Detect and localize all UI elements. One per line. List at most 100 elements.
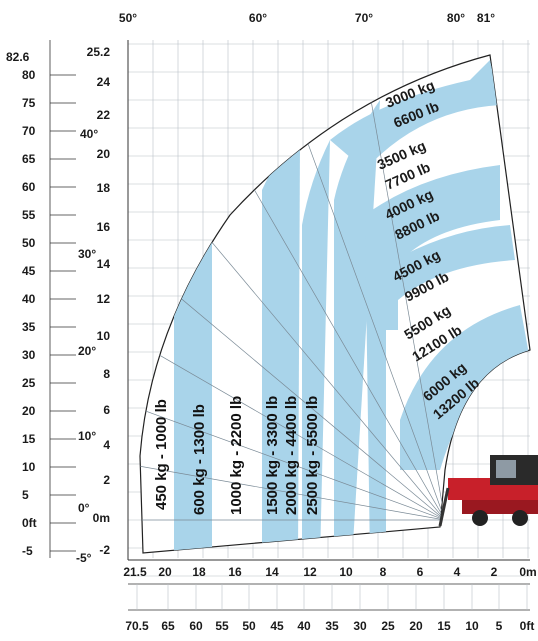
height-ft-label: 45	[22, 264, 36, 278]
side-angle-labels: 40° 30° 20° 10° 0° -5°	[76, 127, 98, 565]
reach-ft-label: 55	[215, 619, 229, 633]
reach-ft-label: 25	[381, 619, 395, 633]
reach-m-label: 8	[380, 565, 387, 579]
machine-body	[462, 500, 538, 514]
height-ft-label: 40	[22, 292, 36, 306]
height-ft-label: 70	[22, 124, 36, 138]
height-ft-label: 75	[22, 96, 36, 110]
height-ft-label: 0ft	[22, 516, 37, 530]
reach-ft-label: 15	[437, 619, 451, 633]
height-ft-label: -5	[22, 544, 33, 558]
angle-line	[140, 55, 446, 521]
side-angle-label: 40°	[80, 127, 98, 141]
reach-ft-label: 20	[409, 619, 423, 633]
height-ft-label: 10	[22, 460, 36, 474]
reach-m-label: 2	[491, 565, 498, 579]
load-envelope	[139, 54, 531, 554]
height-ft-label: 80	[22, 68, 36, 82]
capacity-zones	[174, 60, 530, 553]
angle-line	[140, 398, 446, 521]
angle-line	[140, 55, 446, 521]
zone-label-450kg: 450 kg - 1000 lb	[153, 399, 170, 510]
height-ft-label: 30	[22, 348, 36, 362]
height-m-label: 12	[97, 292, 111, 306]
angle-line	[205, 55, 446, 521]
height-m-label: -2	[99, 543, 110, 557]
reach-m-label: 16	[228, 565, 242, 579]
top-angle-label: 60°	[249, 11, 267, 25]
height-m-label: 4	[103, 438, 110, 452]
machine-forks	[438, 487, 450, 527]
height-ft-label: 15	[22, 432, 36, 446]
height-ft-label: 82.6	[6, 50, 30, 64]
height-m-label: 16	[97, 220, 111, 234]
angle-line	[140, 280, 446, 521]
side-angle-label: 20°	[78, 344, 96, 358]
reach-ft-label: 45	[270, 619, 284, 633]
reach-ft-label: 35	[325, 619, 339, 633]
angle-line	[323, 55, 446, 521]
reach-m-axis: 21.5 20 18 16 14 12 10 8 6 4 2 0m	[123, 565, 536, 579]
height-m-label: 25.2	[87, 45, 111, 59]
reach-m-label: 12	[303, 565, 317, 579]
height-ft-label: 65	[22, 152, 36, 166]
reach-m-label: 4	[454, 565, 461, 579]
reach-ft-label: 30	[353, 619, 367, 633]
height-m-label: 14	[97, 257, 111, 271]
reach-m-label: 0m	[519, 565, 536, 579]
reach-m-label: 6	[417, 565, 424, 579]
zone-label-1500kg: 1500 kg - 3300 lb	[264, 396, 281, 515]
vertical-zone-labels: 450 kg - 1000 lb 600 kg - 1300 lb 1000 k…	[153, 396, 321, 515]
zone-2000kg	[302, 140, 330, 553]
telehandler-machine	[438, 455, 538, 527]
height-ft-label: 60	[22, 180, 36, 194]
zone-6000kg	[400, 305, 530, 470]
zone-3500kg	[365, 165, 500, 553]
side-angle-label: -5°	[76, 551, 92, 565]
machine-wheel-front	[472, 510, 488, 526]
reach-ft-axis: 70.5 65 60 55 50 45 40 35 30 25 20 15 10 5 0ft	[125, 583, 535, 633]
top-angle-label: 70°	[355, 11, 373, 25]
height-ft-label: 20	[22, 404, 36, 418]
height-m-label: 22	[97, 108, 111, 122]
side-angle-label: 0°	[78, 501, 90, 515]
height-m-label: 24	[97, 75, 111, 89]
reach-m-label: 18	[192, 565, 206, 579]
height-ft-label: 50	[22, 236, 36, 250]
zone-label-1000kg: 1000 kg - 2200 lb	[228, 396, 245, 515]
side-angle-label: 10°	[78, 429, 96, 443]
reach-ft-label: 50	[242, 619, 256, 633]
machine-wheel-rear	[512, 510, 528, 526]
zone-4500kg	[378, 225, 515, 330]
reach-ft-label: 70.5	[125, 619, 149, 633]
top-angle-label: 80°	[447, 11, 465, 25]
height-m-label: 6	[103, 403, 110, 417]
reach-ft-label: 0ft	[520, 619, 535, 633]
height-m-axis: 25.2 24 22 20 18 16 14 12 10 8 6 4 2 0m -2	[87, 45, 111, 557]
zone-label-2000kg: 2000 kg - 4400 lb	[283, 396, 300, 515]
side-angle-label: 30°	[78, 247, 96, 261]
zone-label-600kg: 600 kg - 1300 lb	[191, 404, 208, 515]
reach-ft-label: 60	[189, 619, 203, 633]
height-m-label: 2	[103, 473, 110, 487]
reach-ft-label: 10	[465, 619, 479, 633]
reach-ft-label: 65	[161, 619, 175, 633]
height-m-label: 8	[103, 367, 110, 381]
zone-label-2500kg: 2500 kg - 5500 lb	[304, 396, 321, 515]
height-ft-axis: 82.6 80 75 70 65 60 55 50 45 40 35 30 25 20 15 10 5 0ft -5	[6, 40, 76, 558]
top-angle-label: 50°	[119, 11, 137, 25]
height-m-label: 20	[97, 147, 111, 161]
height-ft-label: 5	[22, 488, 29, 502]
reach-ft-label: 40	[297, 619, 311, 633]
height-m-label: 18	[97, 181, 111, 195]
zone-1500kg	[262, 140, 300, 553]
reach-ft-label: 5	[496, 619, 503, 633]
height-ft-label: 55	[22, 208, 36, 222]
top-angle-labels: 50° 60° 70° 80° 81°	[119, 11, 495, 25]
height-m-label: 10	[97, 329, 111, 343]
zone-3000kg	[330, 60, 500, 170]
machine-window	[496, 460, 516, 478]
height-m-label: 0m	[93, 511, 110, 525]
reach-m-label: 21.5	[123, 565, 147, 579]
